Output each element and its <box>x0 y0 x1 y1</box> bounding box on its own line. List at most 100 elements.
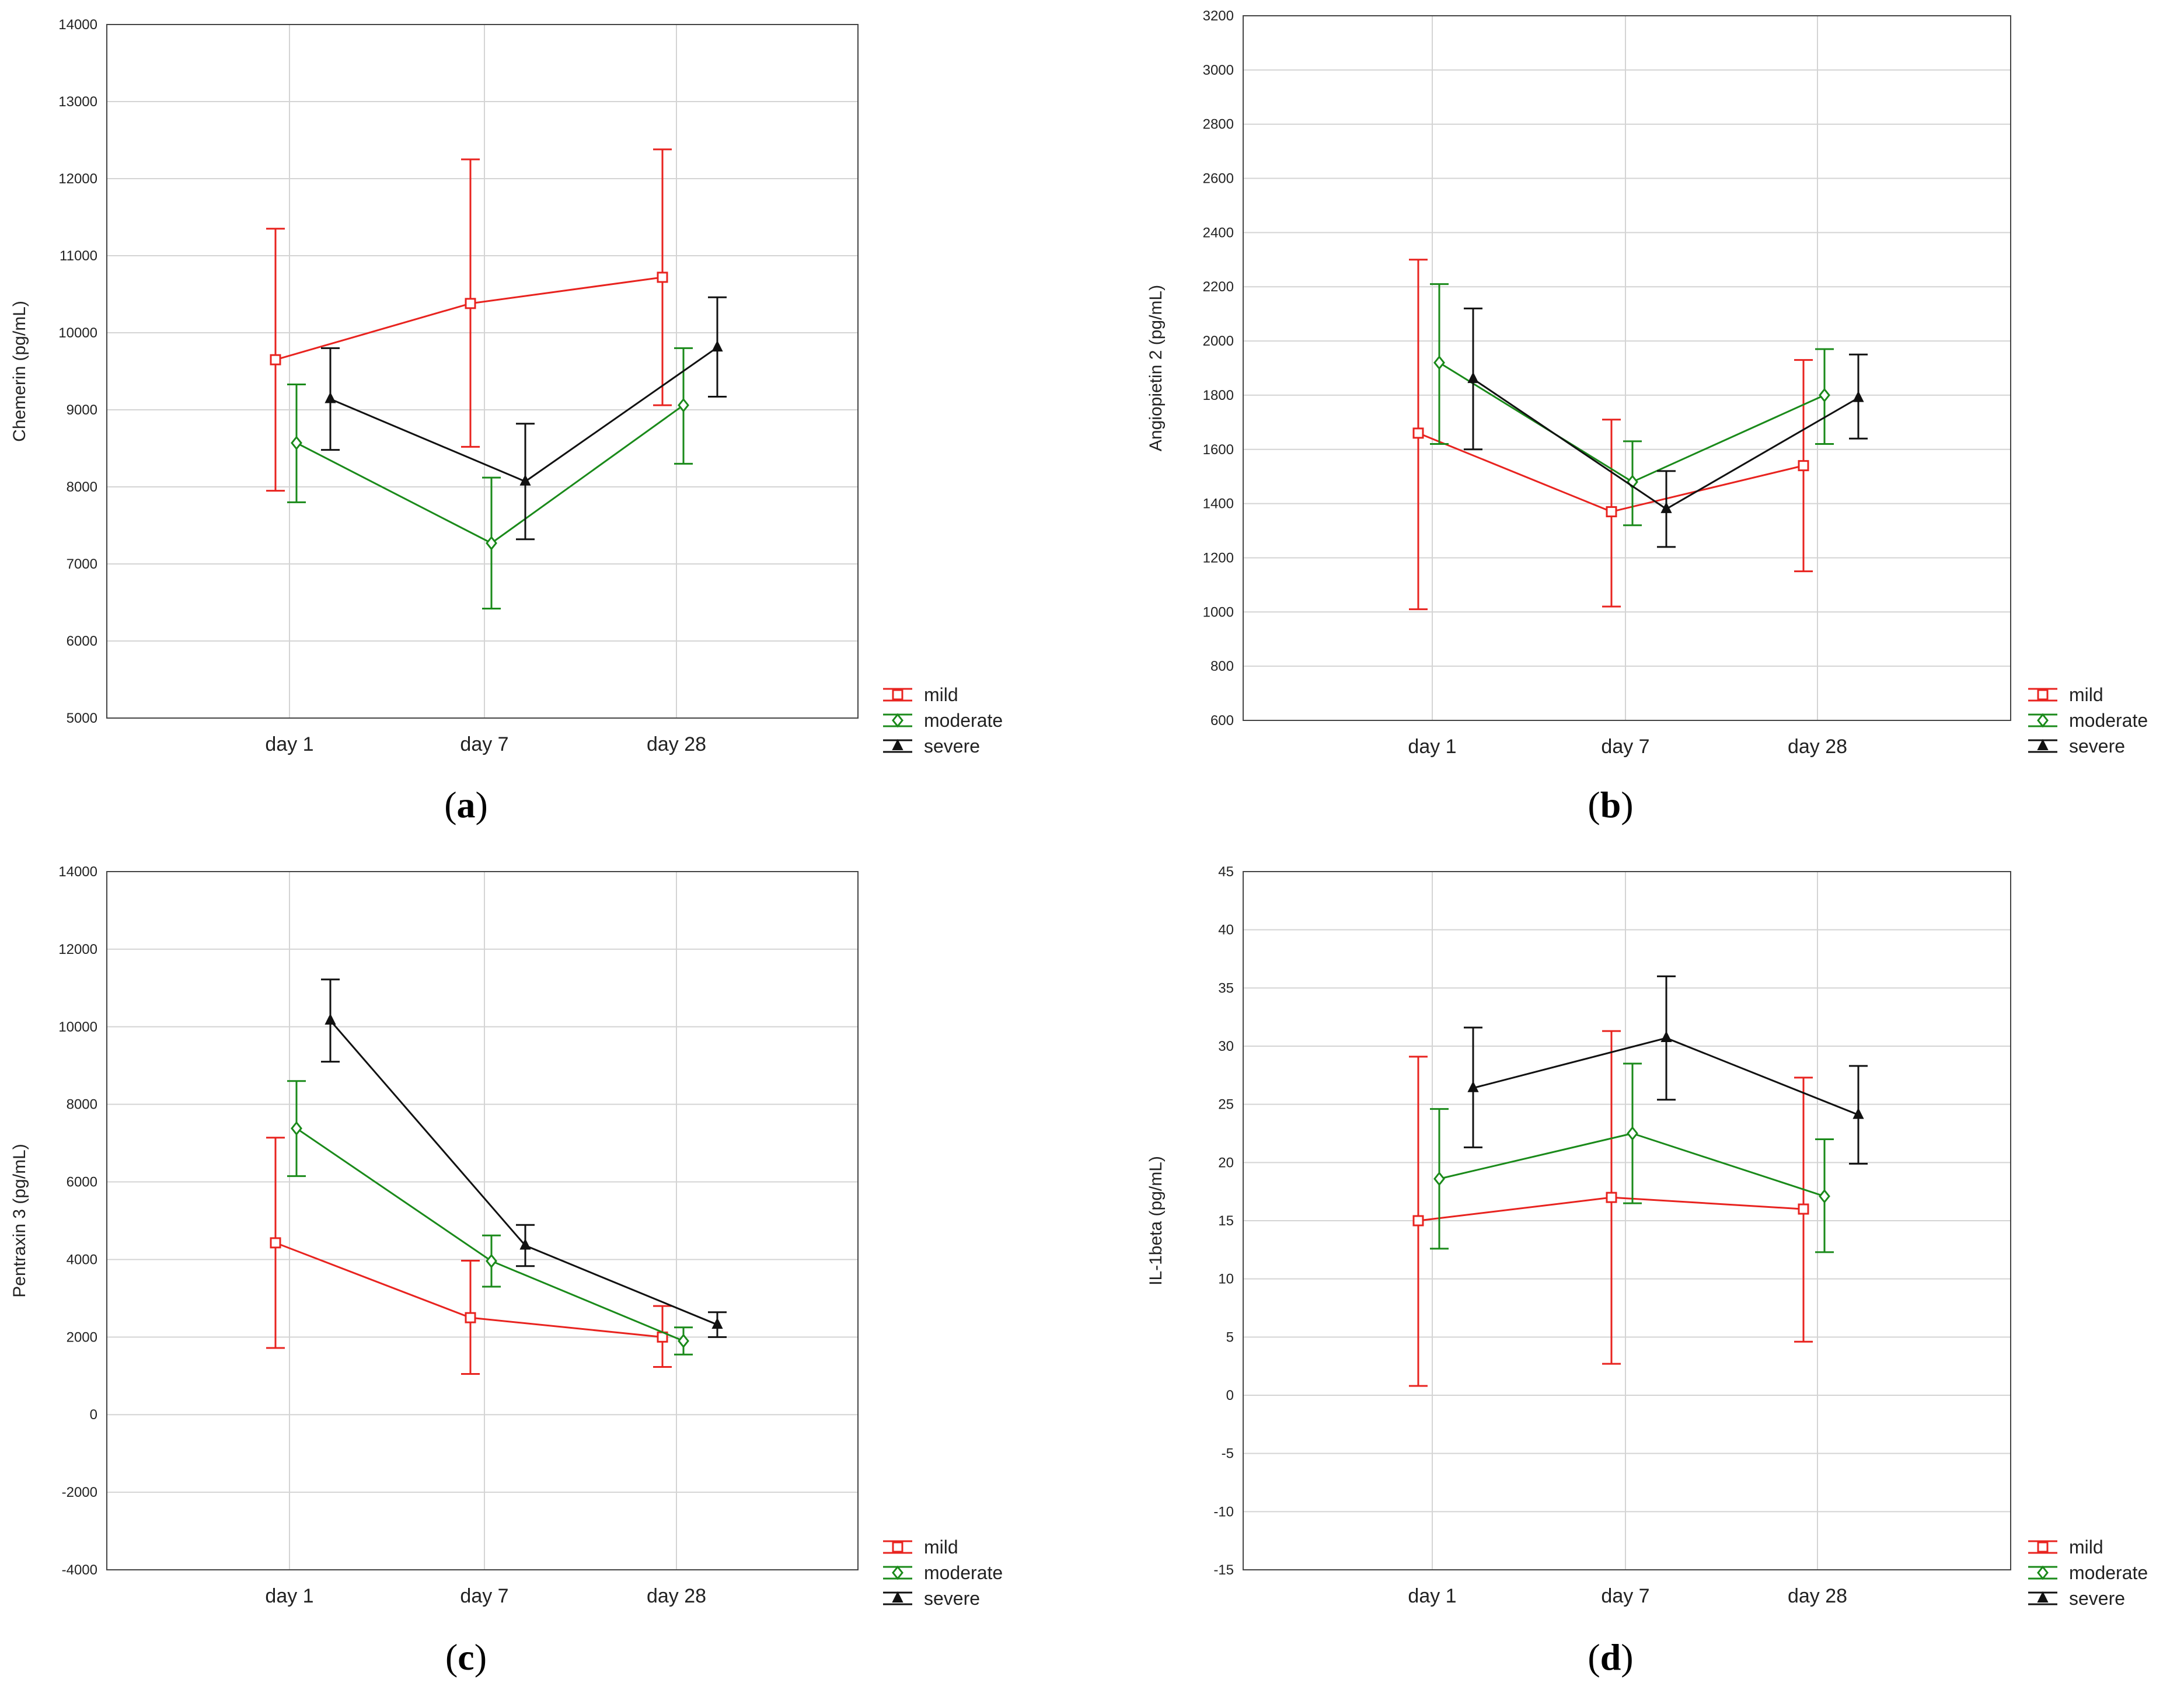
data-point <box>519 474 531 486</box>
data-point <box>1627 1126 1638 1141</box>
y-tick-label: 1200 <box>1203 550 1234 566</box>
legend-marker <box>892 689 903 701</box>
legend-marker <box>2037 738 2049 750</box>
legend-label-moderate: moderate <box>924 1562 1003 1583</box>
y-tick-label: 45 <box>1218 864 1234 880</box>
y-tick-label: 800 <box>1210 659 1234 674</box>
x-tick-label: day 1 <box>265 1585 313 1607</box>
y-tick-label: 1600 <box>1203 442 1234 458</box>
panel-label-close: ) <box>1621 784 1633 825</box>
panel-label: (b) <box>1588 784 1633 825</box>
legend-marker <box>2037 713 2049 728</box>
data-point <box>519 1238 531 1250</box>
legend-label-mild: mild <box>924 1537 958 1558</box>
x-tick-label: day 7 <box>460 733 508 755</box>
data-point <box>1412 1215 1424 1227</box>
x-tick-label: day 28 <box>1788 736 1847 758</box>
panel-label: (a) <box>444 784 488 825</box>
x-tick-label: day 1 <box>1408 1585 1456 1607</box>
y-tick-label: 1400 <box>1203 496 1234 512</box>
y-tick-label: 8000 <box>67 1097 97 1113</box>
x-tick-label: day 7 <box>460 1585 508 1607</box>
y-tick-label: 6000 <box>67 1175 97 1190</box>
y-tick-label: 12000 <box>58 171 97 187</box>
legend-label-moderate: moderate <box>2069 1562 2148 1583</box>
y-tick-label: -2000 <box>62 1485 97 1500</box>
series-severe <box>321 296 727 541</box>
panel-label-open: ( <box>1588 784 1600 825</box>
y-tick-label: 2200 <box>1203 279 1234 295</box>
y-tick-label: 3000 <box>1203 62 1234 78</box>
legend: mild moderate severe <box>2028 1537 2148 1609</box>
y-tick-label: 4000 <box>67 1252 97 1267</box>
y-tick-label: 13000 <box>58 94 97 110</box>
x-tick-label: day 7 <box>1601 736 1649 758</box>
legend-marker <box>2037 1565 2049 1580</box>
series-mild <box>266 148 672 492</box>
legend-label-severe: severe <box>2069 1588 2125 1609</box>
panel-label-letter: d <box>1600 1636 1621 1678</box>
series-mild <box>1409 1030 1813 1387</box>
panel-label-close: ) <box>1621 1636 1633 1678</box>
data-point <box>1606 506 1617 518</box>
x-tick-label: day 28 <box>647 733 706 755</box>
legend-label-severe: severe <box>924 1588 980 1609</box>
y-tick-label: -4000 <box>62 1562 97 1578</box>
data-point <box>657 271 668 283</box>
series-moderate <box>287 347 693 610</box>
data-point <box>1819 388 1830 403</box>
legend-label-moderate: moderate <box>2069 710 2148 731</box>
y-tick-label: 11000 <box>60 248 97 264</box>
series-severe <box>1464 307 1868 548</box>
legend-label-severe: severe <box>2069 736 2125 757</box>
series-line-moderate <box>296 404 684 545</box>
data-point <box>1819 1189 1830 1204</box>
chart-panel-d: -15 -10 -5 0 5 10 15 20 25 30 35 40 45 day 1 day 7 day … <box>1146 864 2148 1678</box>
y-tick-label: 10000 <box>58 325 97 341</box>
data-point <box>1467 371 1479 384</box>
y-tick-label: 0 <box>90 1407 97 1423</box>
legend: mild moderate severe <box>883 684 1003 757</box>
x-tick-label: day 28 <box>1788 1585 1847 1607</box>
y-tick-label: 9000 <box>67 402 97 418</box>
panel-label: (d) <box>1588 1636 1633 1678</box>
y-tick-label: 14000 <box>58 864 97 880</box>
data-point <box>270 1237 281 1249</box>
series-mild <box>1409 259 1813 611</box>
chart-panel-c: -4000 -2000 0 2000 4000 6000 8000 10000 12000 140… <box>10 864 1003 1678</box>
y-tick-label: 25 <box>1218 1097 1234 1113</box>
series-moderate <box>1430 1062 1834 1253</box>
data-point <box>1433 1171 1445 1186</box>
panel-label-open: ( <box>445 1636 458 1678</box>
y-tick-label: 3200 <box>1203 8 1234 24</box>
y-tick-label: 35 <box>1218 980 1234 996</box>
y-tick-label: -5 <box>1222 1446 1234 1462</box>
data-point <box>1852 1107 1864 1119</box>
panel-label-letter: a <box>457 784 476 825</box>
data-point <box>291 436 302 451</box>
data-point <box>678 398 689 413</box>
y-tick-label: 10000 <box>58 1019 97 1035</box>
y-tick-label: 6000 <box>67 633 97 649</box>
legend-label-mild: mild <box>2069 684 2103 705</box>
y-tick-label: 8000 <box>67 479 97 495</box>
data-point <box>325 392 336 403</box>
series-severe <box>321 978 727 1338</box>
y-tick-label: -10 <box>1213 1504 1234 1520</box>
y-tick-label: 600 <box>1210 713 1234 729</box>
legend-label-severe: severe <box>924 736 980 757</box>
series-mild <box>266 1137 672 1375</box>
y-axis-title: IL-1beta (pg/mL) <box>1146 1156 1166 1286</box>
panel-label-close: ) <box>475 1636 487 1678</box>
panel-label-close: ) <box>476 784 488 825</box>
y-tick-label: 12000 <box>58 942 97 957</box>
chart-panel-b: 600 800 1000 1200 1400 1600 1800 2000 2200 2400 26… <box>1146 8 2148 825</box>
panel-label-open: ( <box>444 784 456 825</box>
data-point <box>465 298 476 309</box>
data-point <box>325 1013 336 1025</box>
series-moderate <box>287 1080 693 1356</box>
y-tick-label: 5000 <box>67 710 97 726</box>
y-tick-label: 2600 <box>1203 171 1234 187</box>
y-tick-label: 2400 <box>1203 225 1234 241</box>
